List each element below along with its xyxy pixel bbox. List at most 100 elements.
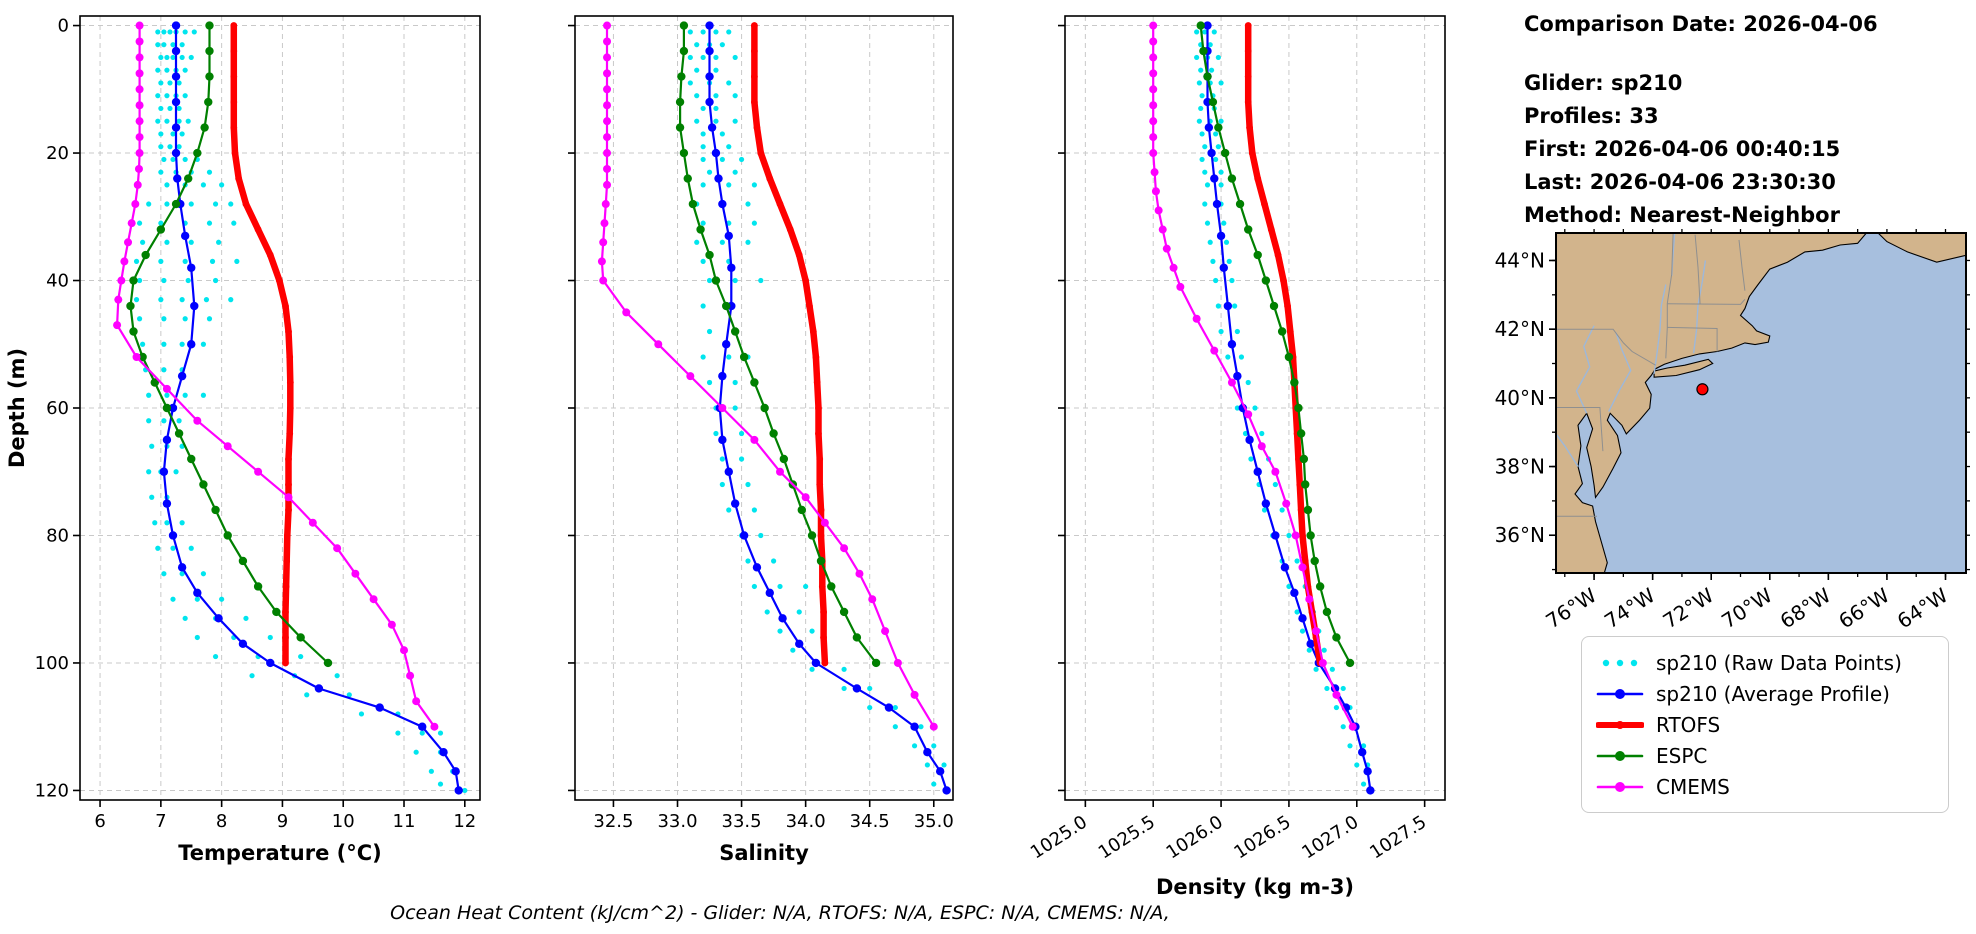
series-cmems (1149, 21, 1357, 731)
x-tick-label: 1025.0 (1027, 812, 1091, 864)
map-frame (1555, 232, 1967, 574)
y-tick-label: 0 (58, 16, 69, 37)
map-lon-label: 72°W (1659, 583, 1719, 630)
y-tick-label: 20 (46, 143, 69, 164)
legend-label: CMEMS (1656, 774, 1730, 799)
salinity-profile-xlabel: Salinity (719, 841, 809, 865)
state-border (1665, 327, 1668, 359)
y-tick-label: 120 (35, 780, 69, 801)
density-profile-xlabel: Density (kg m-3) (1156, 875, 1354, 899)
river-line (1653, 284, 1667, 374)
first-profile-time: First: 2026-04-06 00:40:15 (1524, 137, 1841, 161)
legend-label: RTOFS (1656, 712, 1721, 737)
x-tick-label: 1026.0 (1163, 812, 1227, 864)
legend-item-cmems: CMEMS (1596, 771, 1934, 802)
x-tick-label: 1026.5 (1230, 812, 1294, 864)
series-espc (675, 21, 881, 668)
state-border (1667, 326, 1718, 352)
map-lon-label: 66°W (1834, 583, 1894, 630)
map-lat-label: 42°N (1495, 317, 1545, 341)
map-lat-label: 40°N (1495, 386, 1545, 410)
x-tick-label: 8 (216, 811, 227, 832)
legend-label: sp210 (Average Profile) (1656, 681, 1890, 706)
river-line (1575, 325, 1595, 414)
x-tick-label: 33.0 (657, 811, 697, 832)
legend: sp210 (Raw Data Points) sp210 (Average Pr… (1581, 636, 1949, 813)
legend-marker-cmems (1596, 781, 1644, 792)
x-tick-label: 11 (393, 811, 416, 832)
glider-name: Glider: sp210 (1524, 71, 1683, 95)
series-sp210-average-profile (159, 21, 463, 795)
series-espc (126, 21, 333, 668)
map-lon-label: 70°W (1717, 583, 1777, 630)
legend-marker-rtofs (1596, 720, 1644, 729)
info-panel: Comparison Date: 2026-04-06 Glider: sp21… (1524, 8, 1878, 232)
state-border (1694, 234, 1701, 305)
river-line (1692, 260, 1707, 354)
x-tick-label: 34.5 (850, 811, 890, 832)
comparison-date: Comparison Date: 2026-04-06 (1524, 12, 1878, 36)
salinity-profile-panel: 32.5 33.0 33.5 34.0 34.5 35.0 Salinity (568, 15, 954, 865)
x-tick-label: 34.0 (786, 811, 826, 832)
legend-label: ESPC (1656, 743, 1708, 768)
series-cmems (597, 21, 938, 731)
state-border (1666, 233, 1674, 328)
series-rtofs (750, 22, 829, 667)
y-tick-label: 60 (46, 398, 69, 419)
series-sp210-raw-data-points (133, 29, 468, 794)
x-tick-label: 1027.5 (1366, 812, 1430, 864)
map-lon-label: 64°W (1893, 583, 1953, 630)
state-border (1667, 298, 1746, 305)
legend-item-sp210-average-profile: sp210 (Average Profile) (1596, 678, 1934, 709)
state-border (1738, 239, 1746, 291)
series-rtofs (230, 22, 294, 667)
x-tick-label: 10 (332, 811, 355, 832)
y-tick-label: 100 (35, 653, 69, 674)
legend-item-espc: ESPC (1596, 740, 1934, 771)
legend-item-rtofs: RTOFS (1596, 709, 1934, 740)
river-line (1556, 433, 1579, 467)
temperature-profile-xlabel: Temperature (°C) (178, 841, 381, 865)
x-tick-label: 9 (277, 811, 288, 832)
x-tick-label: 12 (453, 811, 476, 832)
y-tick-label: 80 (46, 525, 69, 546)
y-tick-label: 40 (46, 271, 69, 292)
x-tick-label: 35.0 (914, 811, 954, 832)
density-profile-panel: 1025.0 1025.5 1026.0 1026.5 1027.0 1027.5 Dens… (1027, 15, 1446, 899)
legend-marker-espc (1596, 750, 1644, 761)
map-lon-label: 76°W (1541, 583, 1601, 630)
last-profile-time: Last: 2026-04-06 23:30:30 (1524, 170, 1836, 194)
location-map: 44°N 42°N 40°N 38°N 36°N 76°W 74°W 72°W 70°W 68°W… (1495, 229, 1970, 630)
legend-item-sp210-raw-data-points: sp210 (Raw Data Points) (1596, 647, 1934, 678)
x-tick-label: 33.5 (722, 811, 762, 832)
river-line (1608, 332, 1632, 412)
state-border (1556, 407, 1604, 452)
info-panel-spacer (1524, 41, 1878, 67)
method: Method: Nearest-Neighbor (1524, 203, 1840, 227)
map-lon-label: 68°W (1776, 583, 1836, 630)
x-tick-label: 7 (155, 811, 166, 832)
legend-label: sp210 (Raw Data Points) (1656, 650, 1902, 675)
glider-location-marker (1696, 383, 1709, 396)
series-espc (1196, 21, 1355, 668)
legend-marker-sp210-raw-data-points (1602, 659, 1638, 666)
map-lat-label: 38°N (1495, 455, 1545, 479)
series-sp210-average-profile (705, 21, 951, 795)
x-tick-label: 6 (94, 811, 105, 832)
map-lat-label: 44°N (1495, 248, 1545, 272)
state-border (1556, 328, 1656, 366)
ohc-footer: Ocean Heat Content (kJ/cm^2) - Glider: N… (390, 902, 1170, 924)
land-areas (1556, 233, 1966, 573)
profiles-count: Profiles: 33 (1524, 104, 1659, 128)
map-lon-label: 74°W (1600, 583, 1660, 630)
x-tick-label: 1027.0 (1298, 812, 1362, 864)
series-cmems (113, 21, 439, 731)
x-tick-label: 1025.5 (1095, 812, 1159, 864)
legend-items: sp210 (Raw Data Points) sp210 (Average Pr… (1596, 647, 1934, 802)
legend-marker-sp210-average-profile (1596, 688, 1644, 699)
depth-ylabel: Depth (m) (5, 348, 29, 468)
x-tick-label: 32.5 (593, 811, 633, 832)
